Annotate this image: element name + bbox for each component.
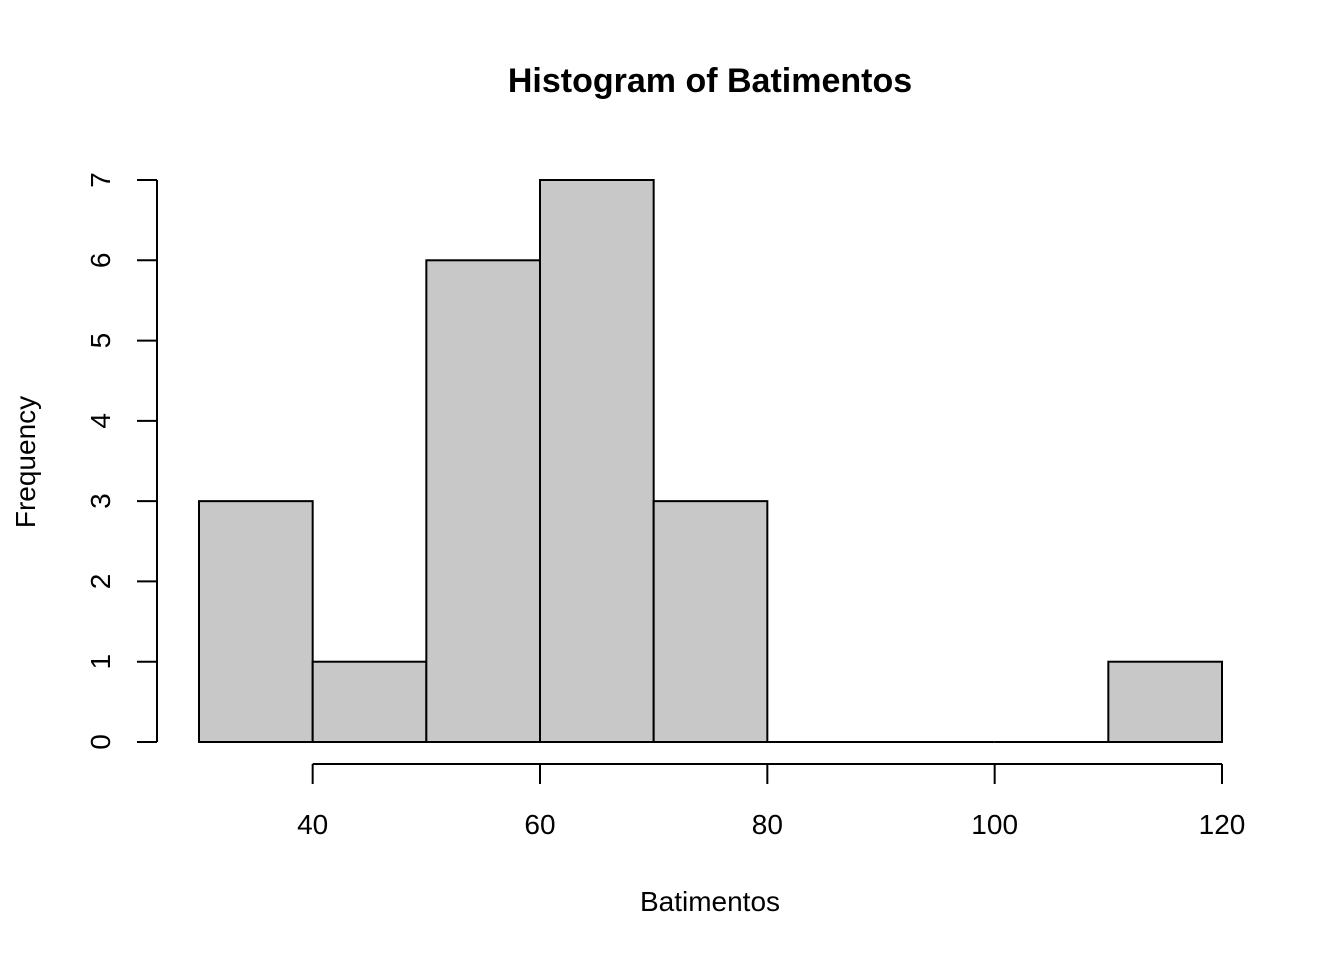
histogram-bar — [652, 500, 769, 743]
x-tick-label: 120 — [1199, 809, 1246, 840]
y-tick-label: 2 — [85, 574, 116, 590]
y-tick-label: 6 — [85, 252, 116, 268]
x-tick-label: 80 — [752, 809, 783, 840]
y-tick-label: 4 — [85, 413, 116, 429]
bars-group — [198, 179, 1224, 744]
y-axis-label: Frequency — [10, 396, 41, 528]
y-tick-label: 3 — [85, 493, 116, 509]
x-tick-label: 60 — [524, 809, 555, 840]
histogram-bar — [198, 500, 314, 743]
y-tick-label: 1 — [85, 654, 116, 670]
histogram-bar — [539, 179, 655, 743]
x-axis-label: Batimentos — [640, 886, 780, 917]
x-tick-label: 40 — [297, 809, 328, 840]
histogram-bar — [311, 660, 428, 744]
chart-title: Histogram of Batimentos — [508, 62, 912, 100]
x-tick-label: 100 — [971, 809, 1018, 840]
histogram-bar — [425, 259, 542, 743]
y-tick-label: 0 — [85, 734, 116, 750]
y-tick-label: 7 — [85, 172, 116, 188]
y-axis: 0 1 2 3 4 5 6 7 — [85, 172, 158, 750]
x-axis: 40 60 80 100 120 — [297, 763, 1246, 840]
y-tick-label: 5 — [85, 333, 116, 349]
histogram-bar — [1107, 660, 1224, 744]
